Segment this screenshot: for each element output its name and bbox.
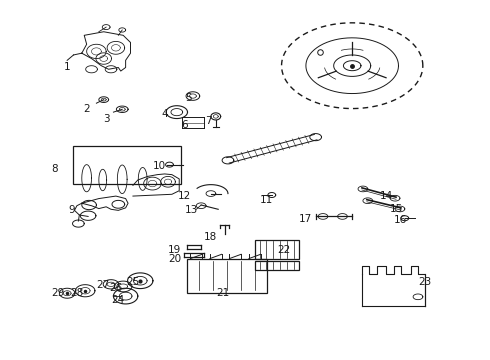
Text: 27: 27 xyxy=(96,280,109,291)
Text: 13: 13 xyxy=(185,205,198,215)
Text: 24: 24 xyxy=(112,295,125,305)
Text: 12: 12 xyxy=(177,191,191,201)
Bar xyxy=(255,240,298,259)
Bar xyxy=(74,146,181,184)
Text: 17: 17 xyxy=(299,214,313,224)
Text: 1: 1 xyxy=(64,63,71,72)
Text: 14: 14 xyxy=(380,191,393,201)
Text: 5: 5 xyxy=(186,93,192,103)
Text: 8: 8 xyxy=(51,164,58,174)
Text: 6: 6 xyxy=(181,120,187,130)
Bar xyxy=(255,261,298,270)
Text: 9: 9 xyxy=(69,205,75,215)
Text: 4: 4 xyxy=(161,109,168,119)
Text: 20: 20 xyxy=(168,254,181,264)
Text: 16: 16 xyxy=(394,215,408,225)
Text: 18: 18 xyxy=(204,232,218,242)
Text: 22: 22 xyxy=(277,245,291,255)
Bar xyxy=(187,258,267,293)
Text: 21: 21 xyxy=(217,288,230,297)
Text: 7: 7 xyxy=(205,116,212,126)
Text: 3: 3 xyxy=(103,114,109,124)
Text: 2: 2 xyxy=(83,104,90,113)
Text: 10: 10 xyxy=(153,161,166,171)
Text: 23: 23 xyxy=(418,277,432,287)
Text: 15: 15 xyxy=(390,203,403,213)
Text: 25: 25 xyxy=(126,277,140,287)
Text: 29: 29 xyxy=(51,288,64,297)
Text: 19: 19 xyxy=(168,245,181,255)
Text: 11: 11 xyxy=(260,195,273,204)
Text: 28: 28 xyxy=(70,288,83,297)
Text: 26: 26 xyxy=(109,283,122,293)
